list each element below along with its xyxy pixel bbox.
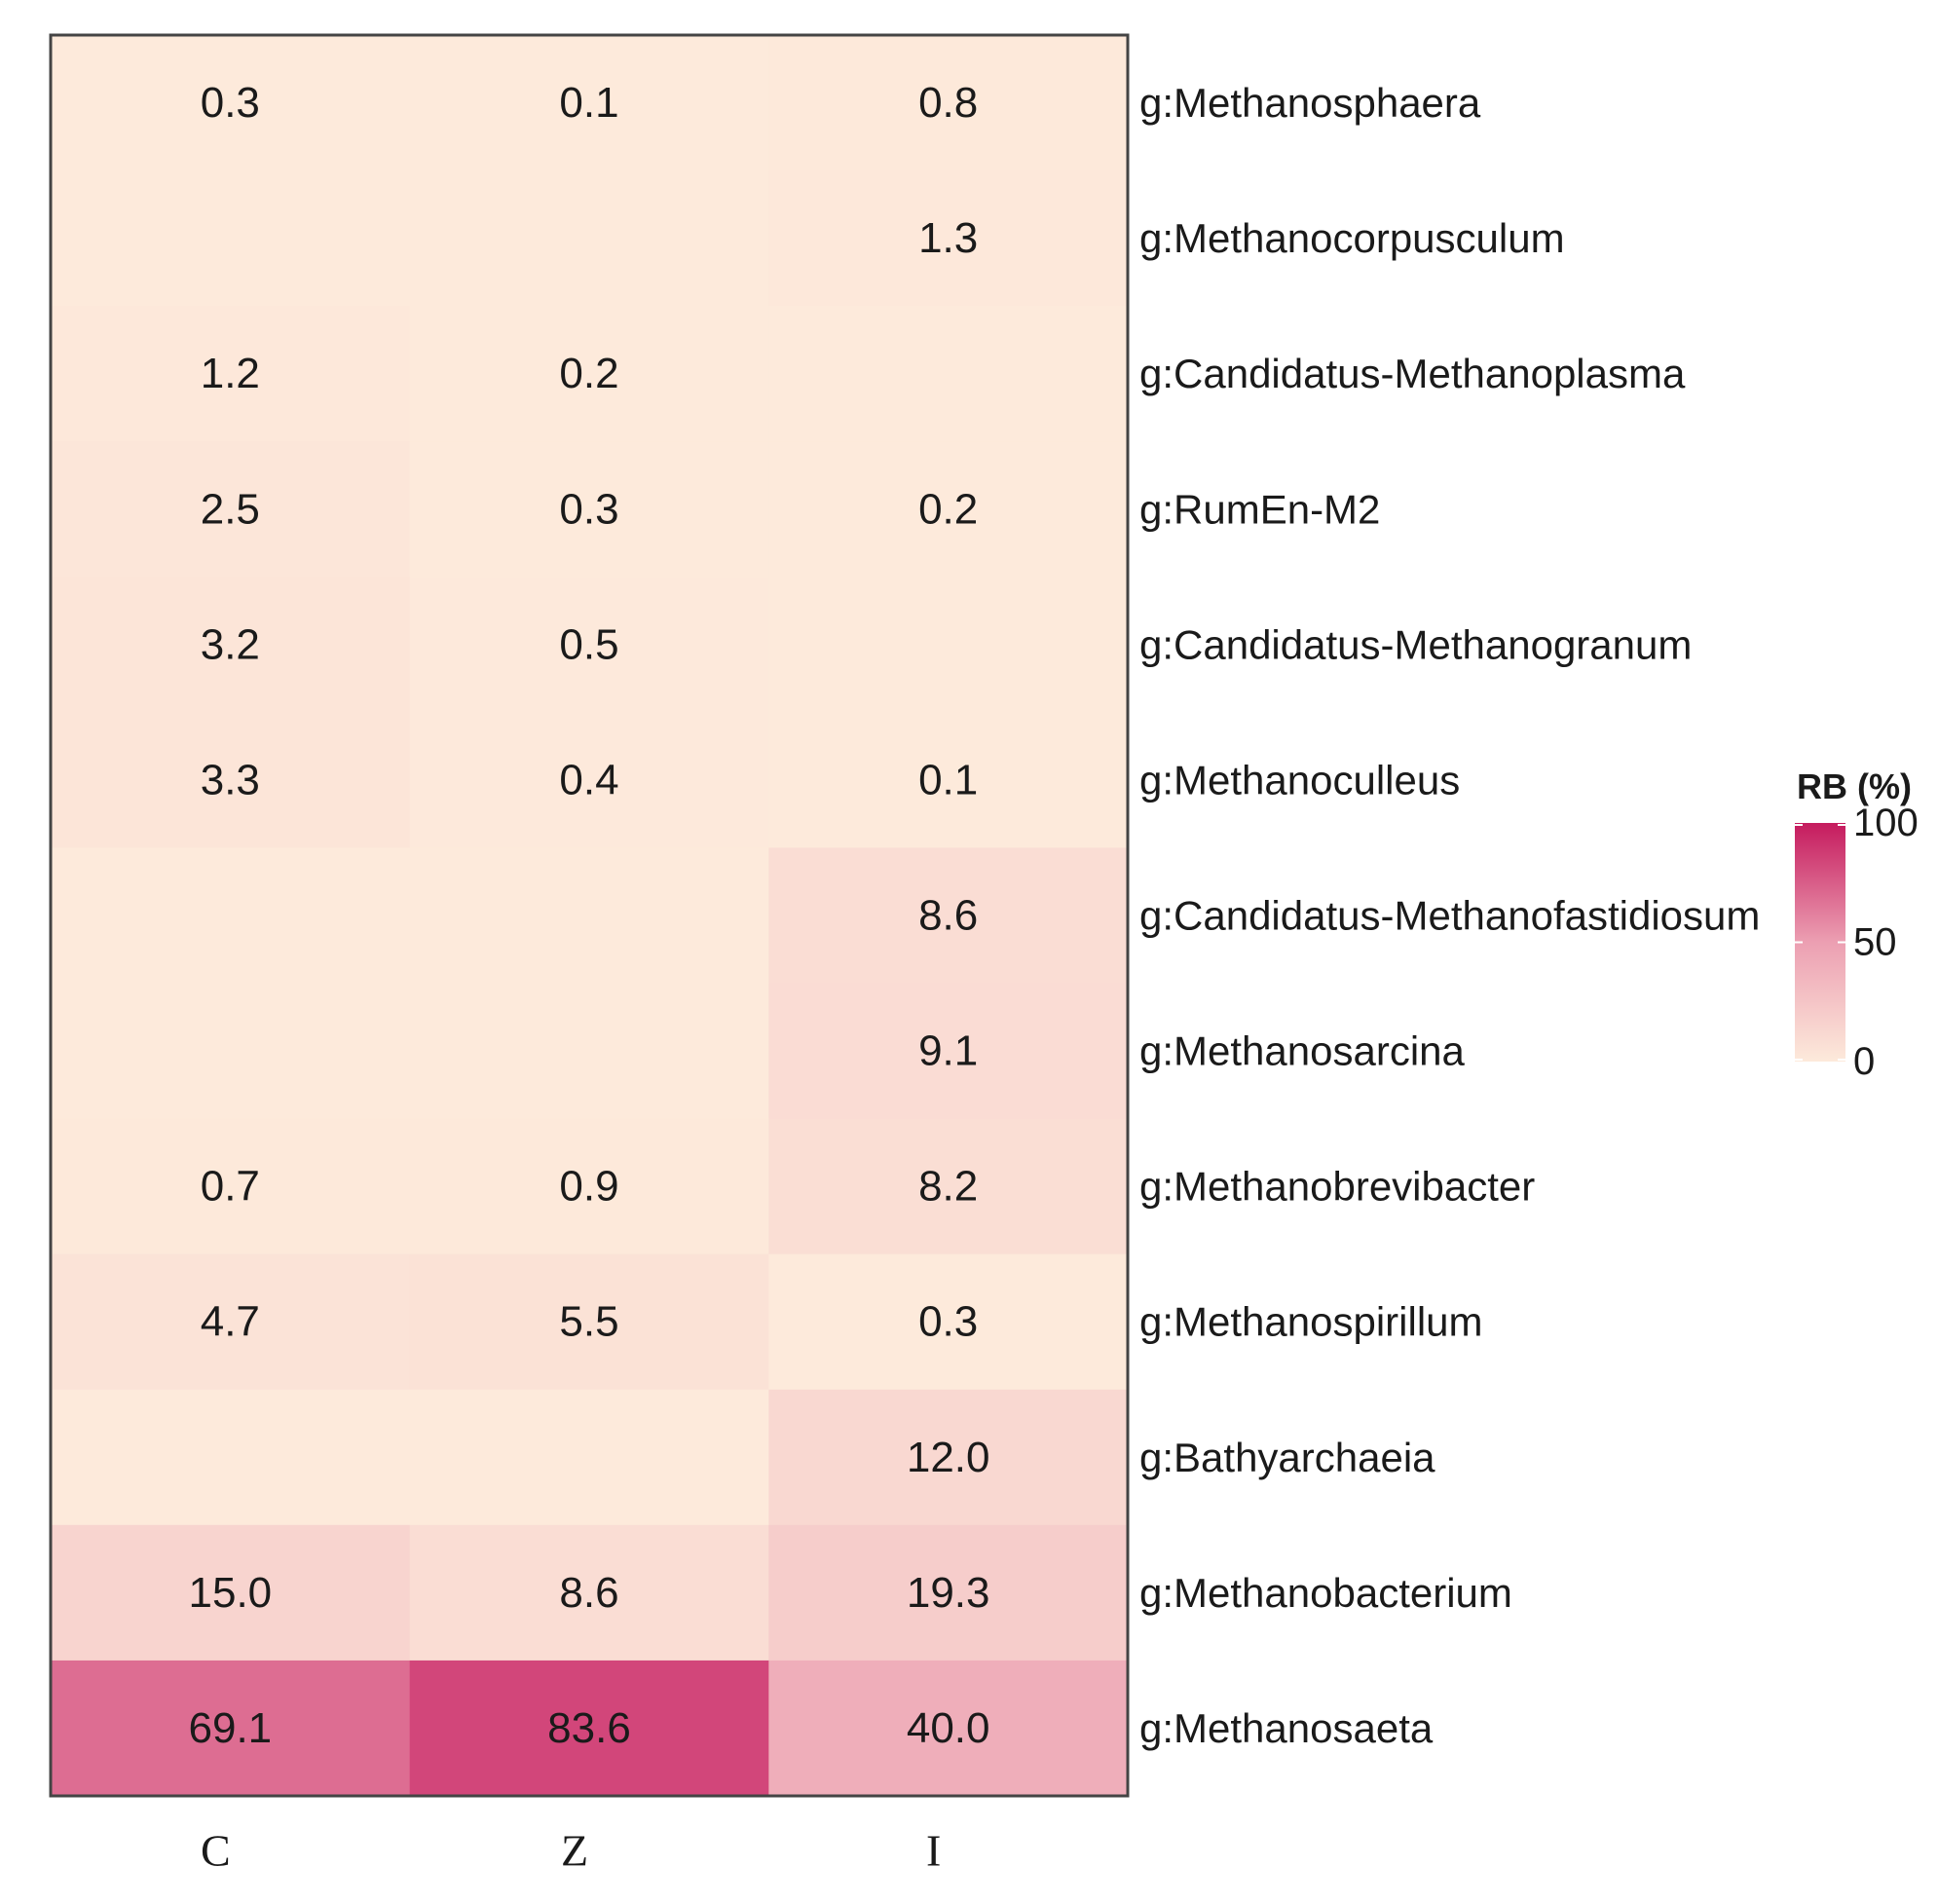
heatmap-cell-g-methanobacterium-c: [51, 1524, 411, 1661]
cell-value-g-methanosphaera-z: 0.1: [559, 79, 618, 127]
heatmap-cell-g-methanobrevibacter-z: [409, 1118, 769, 1255]
heatmap-cell-g-methanobrevibacter-c: [51, 1118, 411, 1255]
legend-title: RB (%): [1797, 766, 1912, 806]
row-label-g-methanocorpusculum: g:Methanocorpusculum: [1139, 215, 1565, 261]
heatmap-cell-g-candidatus-methanofastidiosum-c: [51, 847, 411, 985]
heatmap-cell-g-methanobrevibacter-i: [768, 1118, 1129, 1255]
cell-value-g-methanobacterium-i: 19.3: [907, 1569, 990, 1617]
cell-value-g-candidatus-methanogranum-c: 3.2: [201, 620, 260, 668]
legend-tick-label-100: 100: [1853, 802, 1919, 844]
row-label-g-methanobacterium: g:Methanobacterium: [1139, 1570, 1512, 1616]
cell-value-g-methanosarcina-i: 9.1: [918, 1027, 978, 1075]
cell-value-g-methanobrevibacter-i: 8.2: [918, 1163, 978, 1211]
heatmap-cell-g-methanospirillum-z: [409, 1253, 769, 1391]
column-label-z: Z: [561, 1826, 588, 1876]
color-legend: RB (%) 100 50 0: [1795, 766, 1919, 1083]
cell-value-g-methanoculleus-c: 3.3: [201, 756, 260, 803]
heatmap-cell-g-methanocorpusculum-i: [768, 170, 1129, 307]
heatmap-cell-g-candidatus-methanofastidiosum-z: [409, 847, 769, 985]
cell-value-g-methanoculleus-z: 0.4: [559, 756, 618, 803]
heatmap-cell-g-candidatus-methanofastidiosum-i: [768, 847, 1129, 985]
row-label-g-methanobrevibacter: g:Methanobrevibacter: [1139, 1164, 1535, 1210]
heatmap-cell-g-methanocorpusculum-c: [51, 170, 411, 307]
heatmap-cell-g-candidatus-methanogranum-i: [768, 577, 1129, 713]
heatmap-cell-g-methanobacterium-i: [768, 1524, 1129, 1661]
heatmap-cells: [51, 35, 1129, 1797]
heatmap-cell-g-methanosarcina-z: [409, 983, 769, 1120]
legend-ticks: 100 50 0: [1795, 802, 1919, 1083]
legend-tick-label-50: 50: [1853, 921, 1897, 964]
row-label-g-bathyarchaeia: g:Bathyarchaeia: [1139, 1435, 1435, 1480]
row-label-g-methanosarcina: g:Methanosarcina: [1139, 1028, 1466, 1074]
cell-value-g-methanospirillum-i: 0.3: [918, 1298, 978, 1346]
cell-value-g-candidatus-methanoplasma-z: 0.2: [559, 350, 618, 397]
cell-value-g-methanosphaera-c: 0.3: [201, 79, 260, 127]
heatmap-cell-g-candidatus-methanogranum-z: [409, 577, 769, 713]
row-label-g-rumen-m2: g:RumEn-M2: [1139, 486, 1380, 532]
heatmap-cell-g-bathyarchaeia-c: [51, 1389, 411, 1526]
row-label-g-candidatus-methanofastidiosum: g:Candidatus-Methanofastidiosum: [1139, 893, 1760, 939]
column-label-c: C: [201, 1826, 231, 1876]
heatmap-cell-g-methanospirillum-c: [51, 1253, 411, 1391]
heatmap-cell-g-methanobacterium-z: [409, 1524, 769, 1661]
heatmap-cell-g-methanosphaera-c: [51, 35, 411, 171]
cell-value-g-methanoculleus-i: 0.1: [918, 756, 978, 803]
cell-value-g-methanosaeta-c: 69.1: [189, 1704, 273, 1752]
legend-tick-label-0: 0: [1853, 1040, 1875, 1083]
cell-value-g-methanosaeta-z: 83.6: [547, 1704, 631, 1752]
row-label-g-methanosphaera: g:Methanosphaera: [1139, 80, 1481, 126]
cell-value-g-methanobrevibacter-c: 0.7: [201, 1163, 260, 1211]
cell-value-g-candidatus-methanoplasma-c: 1.2: [201, 350, 260, 397]
heatmap-cell-g-candidatus-methanoplasma-i: [768, 306, 1129, 442]
heatmap-cell-g-rumen-m2-z: [409, 441, 769, 578]
cell-value-labels: 0.3 0.1 0.8 1.3 1.2 0.2 2.5 0.3 0.2 3.2 0.5 3.3 0.4 0…: [189, 79, 990, 1752]
heatmap-cell-g-candidatus-methanoplasma-c: [51, 306, 411, 442]
cell-value-g-methanosaeta-i: 40.0: [907, 1704, 990, 1752]
cell-value-g-methanobacterium-z: 8.6: [559, 1569, 618, 1617]
heatmap-cell-g-candidatus-methanogranum-c: [51, 577, 411, 713]
cell-value-g-methanosphaera-i: 0.8: [918, 79, 978, 127]
cell-value-g-candidatus-methanogranum-z: 0.5: [559, 620, 618, 668]
row-label-g-methanosaeta: g:Methanosaeta: [1139, 1705, 1434, 1751]
heatmap-cell-g-methanosarcina-c: [51, 983, 411, 1120]
heatmap-cell-g-methanocorpusculum-z: [409, 170, 769, 307]
heatmap-cell-g-methanoculleus-i: [768, 712, 1129, 848]
row-label-g-candidatus-methanoplasma: g:Candidatus-Methanoplasma: [1139, 351, 1686, 396]
heatmap-cell-g-methanosphaera-z: [409, 35, 769, 171]
heatmap-cell-g-methanosphaera-i: [768, 35, 1129, 171]
cell-value-g-rumen-m2-z: 0.3: [559, 485, 618, 533]
heatmap-cell-g-methanoculleus-z: [409, 712, 769, 848]
cell-value-g-methanobrevibacter-z: 0.9: [559, 1163, 618, 1211]
heatmap-cell-g-rumen-m2-c: [51, 441, 411, 578]
heatmap-cell-g-methanosarcina-i: [768, 983, 1129, 1120]
heatmap-cell-g-bathyarchaeia-z: [409, 1389, 769, 1526]
row-label-g-methanospirillum: g:Methanospirillum: [1139, 1299, 1483, 1345]
cell-value-g-rumen-m2-i: 0.2: [918, 485, 978, 533]
heatmap-cell-g-methanoculleus-c: [51, 712, 411, 848]
heatmap-cell-g-methanosaeta-z: [409, 1660, 769, 1797]
row-label-g-candidatus-methanogranum: g:Candidatus-Methanogranum: [1139, 621, 1692, 667]
heatmap-cell-g-methanospirillum-i: [768, 1253, 1129, 1391]
heatmap-cell-g-bathyarchaeia-i: [768, 1389, 1129, 1526]
cell-value-g-methanospirillum-c: 4.7: [201, 1298, 260, 1346]
legend-colorbar: [1795, 823, 1845, 1062]
cell-value-g-bathyarchaeia-i: 12.0: [907, 1434, 990, 1481]
cell-value-g-rumen-m2-c: 2.5: [201, 485, 260, 533]
cell-value-g-candidatus-methanofastidiosum-i: 8.6: [918, 892, 978, 940]
cell-value-g-methanocorpusculum-i: 1.3: [918, 214, 978, 262]
cell-value-g-methanospirillum-z: 5.5: [559, 1298, 618, 1346]
heatmap-cell-g-rumen-m2-i: [768, 441, 1129, 578]
heatmap-frame: [49, 33, 1130, 1798]
row-label-g-methanoculleus: g:Methanoculleus: [1139, 757, 1460, 803]
cell-value-g-methanobacterium-c: 15.0: [189, 1569, 273, 1617]
heatmap-cell-g-methanosaeta-i: [768, 1660, 1129, 1797]
heatmap-cell-g-methanosaeta-c: [51, 1660, 411, 1797]
column-label-i: I: [926, 1826, 941, 1876]
heatmap-cell-g-candidatus-methanoplasma-z: [409, 306, 769, 442]
row-labels: g:Methanosphaera g:Methanocorpusculum g:Ca…: [1139, 80, 1760, 1751]
